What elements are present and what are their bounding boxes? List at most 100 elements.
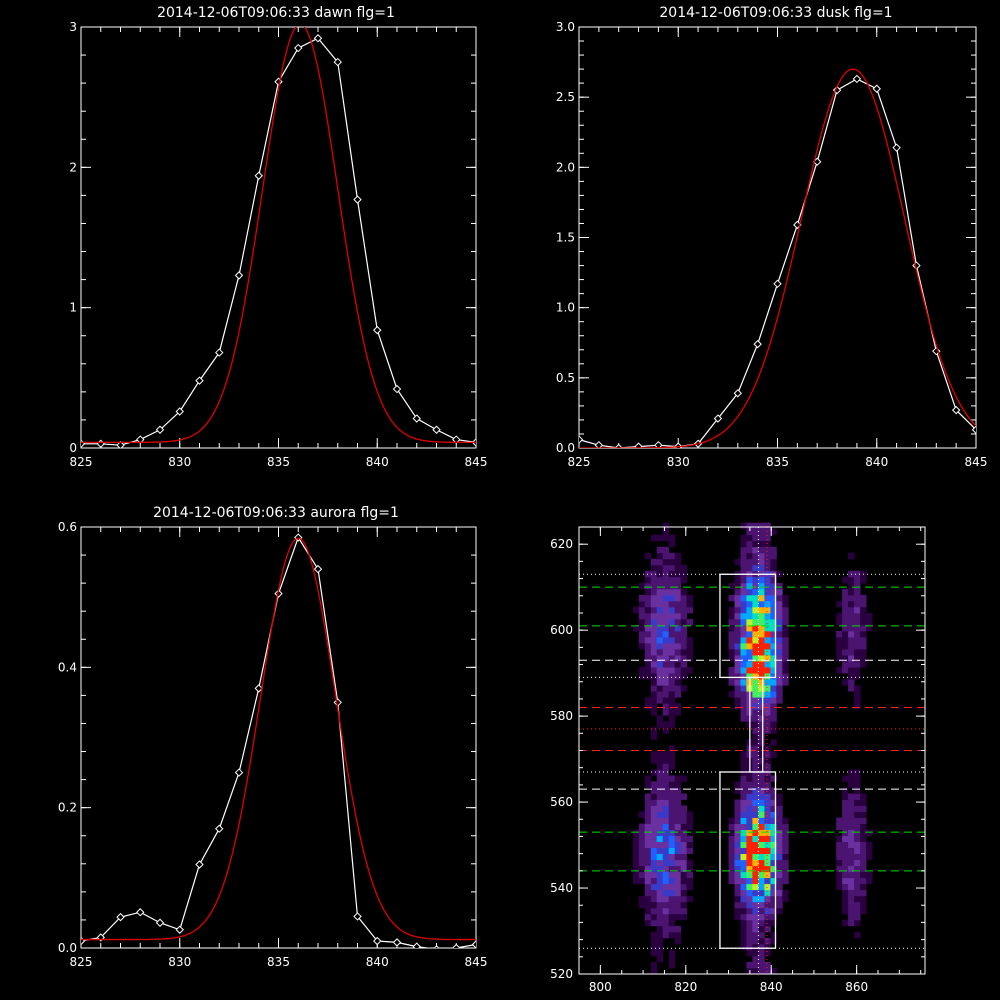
intensity-pixel xyxy=(650,625,658,632)
y-tick-label: 0 xyxy=(69,441,77,455)
data-point-marker xyxy=(195,376,204,385)
intensity-pixel xyxy=(776,805,783,812)
intensity-pixel xyxy=(734,871,741,879)
intensity-pixel xyxy=(656,613,664,620)
intensity-pixel xyxy=(854,685,861,692)
intensity-pixel xyxy=(656,793,664,800)
intensity-pixel xyxy=(752,811,759,818)
intensity-pixel xyxy=(734,558,741,566)
data-point-marker xyxy=(852,74,862,84)
intensity-pixel xyxy=(662,919,670,927)
intensity-pixel xyxy=(650,907,658,915)
intensity-pixel xyxy=(854,667,861,674)
intensity-pixel xyxy=(758,775,765,782)
x-tick-label: 840 xyxy=(760,980,783,994)
intensity-pixel xyxy=(746,931,753,939)
intensity-pixel xyxy=(752,685,759,692)
intensity-pixel xyxy=(746,817,753,824)
intensity-pixel xyxy=(656,913,664,921)
intensity-pixel xyxy=(842,889,849,897)
intensity-pixel xyxy=(638,631,646,638)
intensity-pixel xyxy=(650,685,658,692)
intensity-pixel xyxy=(662,649,670,656)
intensity-pixel xyxy=(860,901,867,909)
intensity-pixel xyxy=(662,594,670,602)
intensity-pixel xyxy=(758,649,765,656)
intensity-pixel xyxy=(746,655,753,662)
intensity-pixel xyxy=(854,799,861,806)
intensity-pixel xyxy=(686,835,693,842)
intensity-pixel xyxy=(650,895,658,903)
intensity-pixel xyxy=(752,883,759,891)
intensity-pixel xyxy=(848,859,855,867)
intensity-pixel xyxy=(740,625,747,632)
intensity-pixel xyxy=(632,625,640,632)
intensity-pixel xyxy=(836,637,843,644)
intensity-pixel xyxy=(740,594,747,602)
intensity-pixel xyxy=(680,661,688,668)
intensity-pixel xyxy=(758,955,765,963)
y-tick-label: 0.0 xyxy=(58,941,77,955)
intensity-pixel xyxy=(770,697,777,704)
data-point-marker xyxy=(452,435,461,444)
intensity-pixel xyxy=(776,871,783,879)
intensity-pixel xyxy=(860,619,867,626)
intensity-pixel xyxy=(764,540,771,548)
intensity-pixel xyxy=(848,594,855,602)
intensity-pixel xyxy=(662,631,670,638)
y-tick-label: 1.5 xyxy=(556,231,575,245)
intensity-pixel xyxy=(740,811,747,818)
intensity-pixel xyxy=(650,534,658,542)
intensity-pixel xyxy=(752,943,759,951)
intensity-pixel xyxy=(854,913,861,921)
intensity-pixel xyxy=(764,751,771,758)
data-point-marker xyxy=(373,936,382,946)
intensity-pixel xyxy=(662,661,670,668)
plot-area xyxy=(579,68,976,448)
intensity-pixel xyxy=(746,865,753,873)
intensity-pixel xyxy=(632,847,640,854)
intensity-pixel xyxy=(842,631,849,638)
intensity-pixel xyxy=(656,889,664,897)
intensity-pixel xyxy=(860,871,867,879)
intensity-pixel xyxy=(860,631,867,638)
intensity-pixel xyxy=(740,757,747,764)
intensity-pixel xyxy=(854,588,861,596)
intensity-pixel xyxy=(638,594,646,602)
intensity-pixel xyxy=(746,913,753,921)
intensity-pixel xyxy=(746,631,753,638)
intensity-pixel xyxy=(770,799,777,806)
intensity-pixel xyxy=(746,925,753,933)
intensity-pixel xyxy=(860,817,867,824)
intensity-pixel xyxy=(860,829,867,836)
intensity-pixel xyxy=(662,552,670,560)
intensity-pixel xyxy=(668,721,676,728)
intensity-pixel xyxy=(740,643,747,650)
intensity-pixel xyxy=(860,835,867,842)
intensity-pixel xyxy=(776,907,783,915)
intensity-pixel xyxy=(848,841,855,848)
intensity-pixel xyxy=(740,582,747,590)
intensity-pixel xyxy=(662,781,670,788)
intensity-pixel xyxy=(764,781,771,788)
intensity-pixel xyxy=(770,685,777,692)
intensity-pixel xyxy=(656,649,664,656)
intensity-pixel xyxy=(644,919,652,927)
intensity-pixel xyxy=(758,871,765,879)
intensity-pixel xyxy=(674,625,682,632)
intensity-pixel xyxy=(650,649,658,656)
intensity-pixel xyxy=(740,588,747,596)
intensity-pixel xyxy=(746,606,753,614)
intensity-pixel xyxy=(662,841,670,848)
intensity-pixel xyxy=(674,775,682,782)
y-tick-label: 560 xyxy=(550,795,573,809)
intensity-pixel xyxy=(752,913,759,921)
intensity-pixel xyxy=(674,865,682,873)
intensity-pixel xyxy=(848,913,855,921)
intensity-pixel xyxy=(638,667,646,674)
intensity-pixel xyxy=(728,829,735,836)
y-tick-label: 0.0 xyxy=(556,441,575,455)
intensity-pixel xyxy=(650,823,658,830)
intensity-pixel xyxy=(644,552,652,560)
intensity-pixel xyxy=(758,865,765,873)
